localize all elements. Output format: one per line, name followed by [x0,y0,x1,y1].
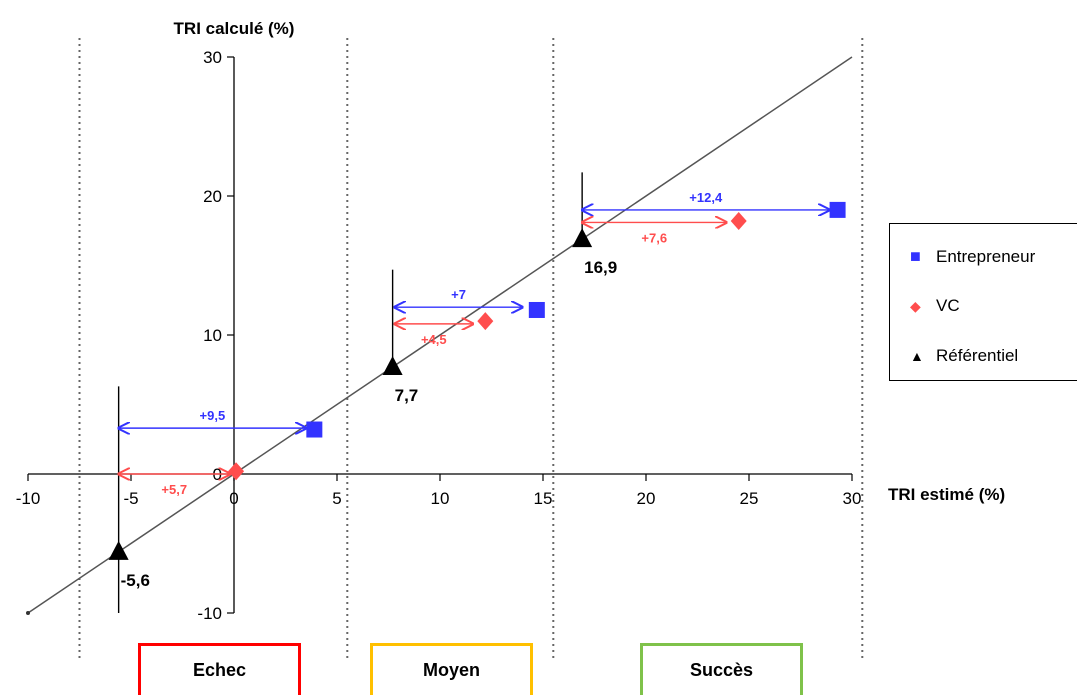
square-marker-icon: ■ [910,246,921,266]
data-points [108,201,846,560]
reference-lines [117,172,583,613]
vc-point [477,312,494,331]
triangle-marker-icon: ▲ [910,348,924,364]
y-tick-label: 30 [203,48,222,67]
referentiel-value-label: 7,7 [395,386,419,405]
delta-label: +12,4 [689,190,723,205]
x-tick-label: 30 [843,489,862,508]
delta-label: +9,5 [200,408,226,423]
legend-label: Référentiel [936,346,1019,365]
category-label: Echec [192,660,247,680]
legend-label: Entrepreneur [936,246,1036,266]
y-tick-label: 20 [203,187,222,206]
x-tick-label: 0 [229,489,238,508]
legend-item-referentiel: ▲ Référentiel [910,346,1018,366]
entrepreneur-point [306,421,323,438]
category-echec: Echec [138,643,301,695]
labels: -5,6 7,7 16,9 [121,258,618,590]
x-tick-label: -10 [16,489,41,508]
x-tick-label: 15 [534,489,553,508]
entrepreneur-point [528,301,545,318]
referentiel-point [572,228,593,248]
category-label: Moyen [422,660,480,680]
x-tick-label: 5 [332,489,341,508]
delta-arrows: +9,5 +5,7 +7 +4,5 +12,4 +7,6 [119,190,830,497]
legend-item-vc: ◆ VC [910,296,960,316]
delta-label: +7,6 [641,230,667,245]
y-axis-title: TRI calculé (%) [174,19,295,38]
x-tick-label: 25 [740,489,759,508]
entrepreneur-point [829,201,846,218]
diamond-marker-icon: ◆ [910,297,921,314]
legend: ■ Entrepreneur ◆ VC ▲ Référentiel [889,223,1077,381]
x-tick-label: 20 [637,489,656,508]
y-tick-label: -10 [197,604,222,623]
referentiel-point [382,355,403,375]
legend-item-entrepreneur: ■ Entrepreneur [910,246,1035,267]
x-tick-label: -5 [123,489,138,508]
category-label: Succès [689,660,754,680]
legend-label: VC [936,296,960,315]
referentiel-value-label: 16,9 [584,258,617,277]
y-tick-label: 10 [203,326,222,345]
vc-point [730,212,747,231]
delta-label: +5,7 [161,482,187,497]
zone-separators [78,38,864,662]
referentiel-value-label: -5,6 [121,571,150,590]
referentiel-point [108,540,129,560]
diagonal-line-end [26,611,30,615]
vc-point [228,462,245,481]
delta-label: +7 [451,287,466,302]
x-tick-label: 10 [431,489,450,508]
category-succes: Succès [640,643,803,695]
category-moyen: Moyen [370,643,533,695]
x-axis-title: TRI estimé (%) [888,485,1005,504]
diagonal-line [27,56,853,614]
delta-label: +4,5 [421,332,447,347]
